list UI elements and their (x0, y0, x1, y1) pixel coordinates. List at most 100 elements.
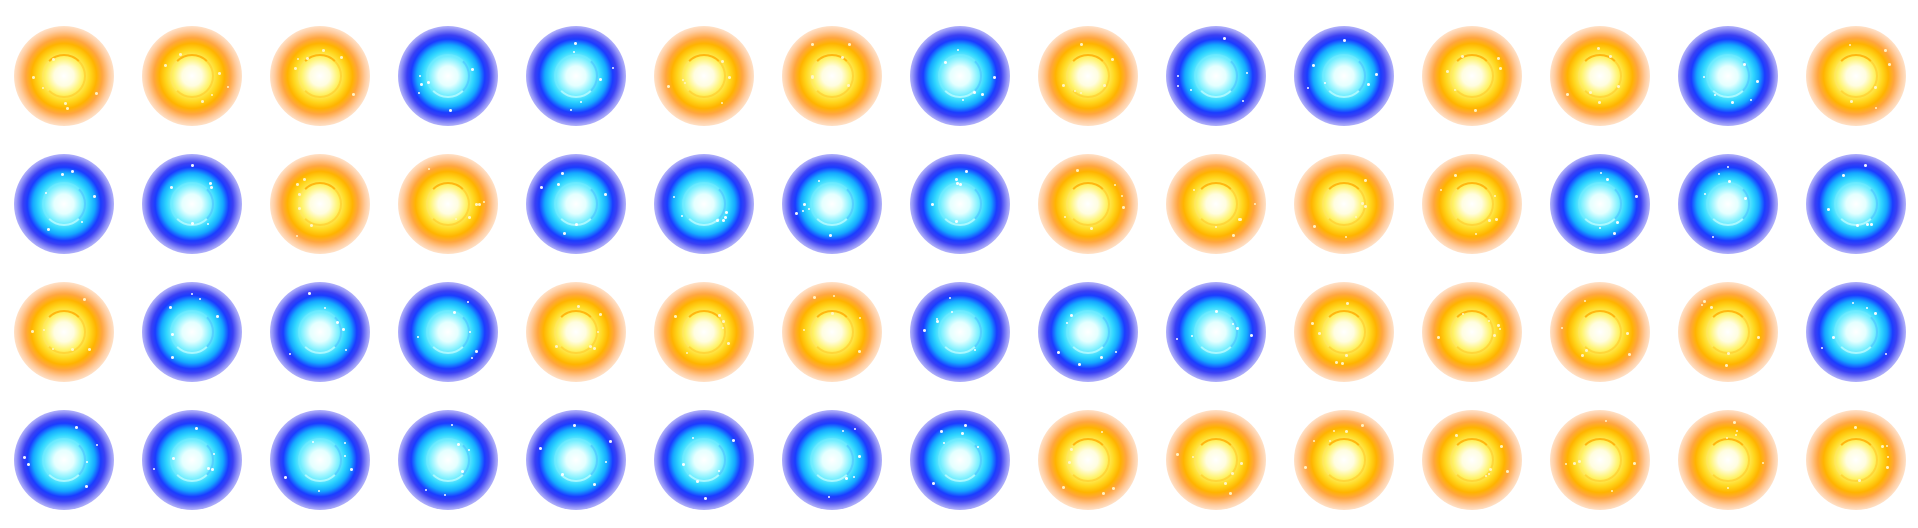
sparkle-icon (841, 430, 844, 433)
sprite-cell (384, 140, 512, 268)
sparkle-icon (1597, 46, 1600, 50)
sprite-cell (1152, 12, 1280, 140)
sprite-cell (768, 268, 896, 396)
sparkle-icon (1341, 362, 1345, 366)
sparkle-icon (1852, 301, 1855, 304)
sparkle-icon (1635, 195, 1639, 198)
sparkle-icon (1114, 184, 1117, 186)
sparkle-icon (1121, 194, 1124, 197)
sparkle-icon (1455, 433, 1459, 437)
sparkle-icon (954, 177, 958, 181)
orange-energy-orb-icon (1678, 282, 1778, 382)
sparkle-icon (1066, 321, 1069, 324)
sparkle-icon (1488, 467, 1492, 471)
sparkle-icon (32, 76, 36, 80)
orange-energy-orb-icon (782, 282, 882, 382)
blue-energy-orb-icon (1678, 26, 1778, 126)
sprite-cell (0, 140, 128, 268)
sprite-cell (1536, 12, 1664, 140)
orange-energy-orb-icon (1294, 154, 1394, 254)
blue-energy-orb-icon (1166, 26, 1266, 126)
sparkle-icon (1883, 49, 1887, 53)
sparkle-icon (560, 171, 564, 175)
sparkle-icon (944, 60, 948, 64)
sparkle-icon (297, 207, 301, 211)
blue-energy-orb-icon (1550, 154, 1650, 254)
sparkle-icon (96, 443, 99, 446)
sparkle-icon (848, 42, 852, 46)
sparkle-icon (427, 168, 430, 171)
sparkle-icon (352, 92, 356, 96)
sparkle-icon (1307, 87, 1310, 90)
sparkle-icon (1505, 470, 1509, 474)
sparkle-icon (1710, 306, 1714, 310)
sparkle-icon (294, 67, 298, 71)
sparkle-icon (1460, 55, 1464, 59)
orange-energy-orb-icon (782, 26, 882, 126)
sparkle-icon (1214, 225, 1217, 228)
orange-energy-orb-icon (654, 282, 754, 382)
blue-energy-orb-icon (526, 410, 626, 510)
sparkle-icon (859, 316, 862, 319)
sparkle-icon (1761, 462, 1764, 465)
sparkle-icon (218, 71, 222, 75)
sprite-cell (0, 268, 128, 396)
sparkle-icon (1885, 444, 1888, 447)
sparkle-icon (803, 203, 807, 207)
sparkle-icon (813, 296, 817, 300)
sparkle-icon (1474, 232, 1477, 235)
sprite-cell (768, 140, 896, 268)
sparkle-icon (932, 482, 936, 486)
sparkle-icon (599, 78, 603, 82)
orange-energy-orb-icon (1038, 26, 1138, 126)
sparkle-icon (1604, 419, 1607, 422)
sparkle-icon (84, 485, 88, 489)
sprite-cell (256, 140, 384, 268)
sprite-cell (1408, 396, 1536, 524)
sprite-cell (1152, 268, 1280, 396)
sparkle-icon (608, 439, 612, 443)
sparkle-icon (1231, 233, 1235, 237)
sparkle-icon (682, 78, 685, 81)
sparkle-icon (827, 495, 830, 498)
sparkle-icon (86, 461, 89, 464)
sparkle-icon (1101, 431, 1104, 434)
blue-energy-orb-icon (654, 410, 754, 510)
sparkle-icon (831, 311, 835, 315)
sparkle-icon (449, 108, 453, 112)
sparkle-icon (1354, 216, 1357, 219)
orange-energy-orb-icon (526, 282, 626, 382)
sparkle-icon (1757, 335, 1761, 339)
sparkle-icon (1701, 304, 1704, 307)
sparkle-icon (1735, 429, 1738, 432)
sparkle-icon (572, 50, 575, 53)
sparkle-icon (1712, 235, 1715, 238)
sparkle-icon (1374, 72, 1378, 76)
sparkle-icon (74, 425, 78, 429)
sparkle-icon (1077, 362, 1081, 366)
sparkle-icon (1189, 89, 1192, 92)
sparkle-icon (1304, 466, 1308, 470)
sparkle-icon (728, 75, 732, 79)
sparkle-icon (1827, 207, 1831, 211)
orange-energy-orb-icon (1038, 154, 1138, 254)
sparkle-icon (1223, 37, 1227, 41)
sparkle-icon (1360, 202, 1364, 206)
sparkle-icon (420, 82, 424, 86)
sparkle-icon (1364, 205, 1368, 208)
sparkle-icon (215, 314, 219, 318)
sparkle-icon (1613, 231, 1617, 235)
sparkle-icon (1310, 321, 1314, 325)
orange-energy-orb-icon (1550, 410, 1650, 510)
sparkle-icon (1324, 81, 1327, 84)
sparkle-icon (1726, 351, 1730, 355)
blue-energy-orb-icon (782, 410, 882, 510)
sprite-cell (1152, 396, 1280, 524)
sparkle-icon (417, 335, 420, 338)
sparkle-icon (1713, 93, 1716, 96)
sparkle-icon (1231, 471, 1235, 475)
sparkle-icon (1492, 334, 1496, 338)
sparkle-icon (153, 468, 156, 471)
sparkle-icon (1215, 310, 1219, 314)
